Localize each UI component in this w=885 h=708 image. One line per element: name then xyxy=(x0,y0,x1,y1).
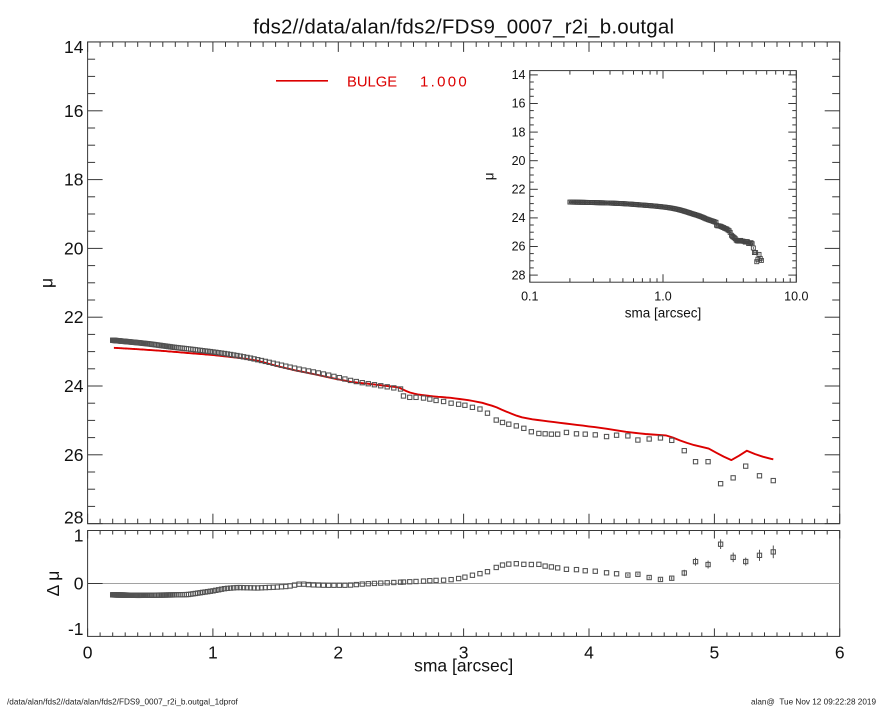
svg-text:20: 20 xyxy=(64,238,84,258)
svg-text:0: 0 xyxy=(74,574,84,594)
svg-text:μ: μ xyxy=(482,173,497,181)
svg-text:BULGE: BULGE xyxy=(347,75,397,91)
svg-text:1: 1 xyxy=(208,643,218,663)
svg-text:28: 28 xyxy=(64,508,83,528)
svg-text:1.0: 1.0 xyxy=(654,290,671,304)
svg-text:1: 1 xyxy=(74,525,84,545)
svg-text:24: 24 xyxy=(64,376,84,396)
svg-text:14: 14 xyxy=(64,37,84,57)
svg-text:14: 14 xyxy=(512,68,526,82)
svg-text:20: 20 xyxy=(512,154,526,168)
svg-text:0: 0 xyxy=(83,643,93,663)
svg-text:22: 22 xyxy=(512,183,526,197)
svg-text:sma [arcsec]: sma [arcsec] xyxy=(625,306,702,321)
svg-text:2: 2 xyxy=(333,643,343,663)
svg-text:μ: μ xyxy=(37,278,57,288)
svg-text:18: 18 xyxy=(64,170,83,190)
svg-text:6: 6 xyxy=(835,643,845,663)
svg-text:16: 16 xyxy=(64,101,83,121)
svg-text:-1: -1 xyxy=(68,619,84,639)
svg-text:10.0: 10.0 xyxy=(784,290,808,304)
svg-text:28: 28 xyxy=(512,268,526,282)
svg-text:Δ μ: Δ μ xyxy=(43,571,63,597)
svg-text:1.000: 1.000 xyxy=(420,74,469,91)
svg-text:22: 22 xyxy=(64,307,83,327)
svg-text:alan@ Tue Nov 12 09:22:28 201: alan@ Tue Nov 12 09:22:28 2019 xyxy=(751,698,876,707)
svg-text:18: 18 xyxy=(512,125,526,139)
svg-text:3: 3 xyxy=(459,643,469,663)
svg-text:0.1: 0.1 xyxy=(521,290,538,304)
svg-text:/data/alan/fds2//data/alan/fds: /data/alan/fds2//data/alan/fds2/FDS9_000… xyxy=(7,698,239,707)
svg-text:4: 4 xyxy=(584,643,594,663)
svg-text:sma [arcsec]: sma [arcsec] xyxy=(414,656,513,676)
svg-text:5: 5 xyxy=(710,643,720,663)
svg-text:16: 16 xyxy=(512,97,526,111)
svg-text:26: 26 xyxy=(64,445,83,465)
svg-text:24: 24 xyxy=(512,211,526,225)
svg-text:fds2//data/alan/fds2/FDS9_0007: fds2//data/alan/fds2/FDS9_0007_r2i_b.out… xyxy=(253,15,674,38)
svg-text:26: 26 xyxy=(512,240,526,254)
